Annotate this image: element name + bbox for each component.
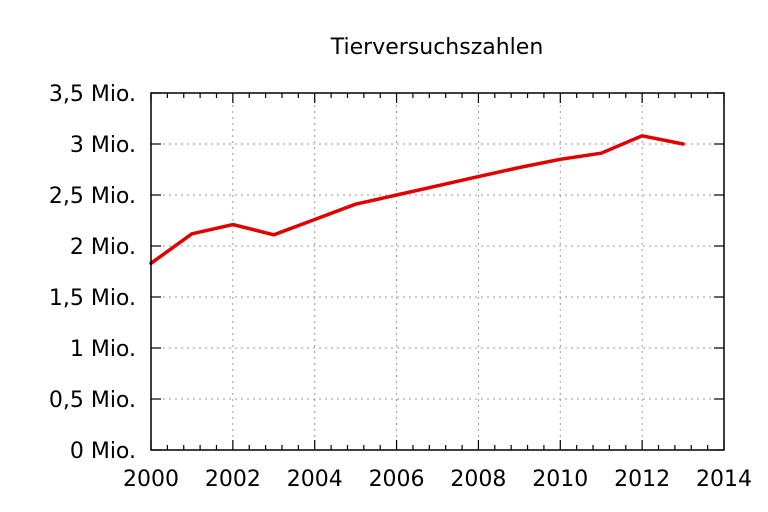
y-tick-label: 1 Mio. (70, 337, 136, 362)
series-line (149, 134, 685, 266)
y-tick-label: 0 Mio. (70, 439, 136, 464)
x-tick-label: 2008 (450, 467, 506, 492)
x-tick-label: 2006 (369, 467, 425, 492)
y-tick-label: 0,5 Mio. (49, 388, 136, 413)
y-tick-label: 3,5 Mio. (49, 82, 136, 107)
grid-layer (151, 93, 724, 450)
series-layer (149, 134, 685, 266)
x-tick-label: 2012 (614, 467, 670, 492)
x-tick-label: 2004 (287, 467, 343, 492)
y-tick-label: 2,5 Mio. (49, 184, 136, 209)
label-layer: 2000 2002 2004 2006 2008 2010 2012 2014 0 Mio. 0,… (49, 82, 752, 492)
x-tick-label: 2014 (696, 467, 752, 492)
x-tick-label: 2000 (123, 467, 179, 492)
x-tick-label: 2002 (205, 467, 261, 492)
y-tick-label: 2 Mio. (70, 235, 136, 260)
tick-layer (150, 92, 725, 451)
plot-frame (150, 92, 725, 451)
y-tick-label: 3 Mio. (70, 133, 136, 158)
chart-title: Tierversuchszahlen (330, 35, 544, 60)
y-tick-label: 1,5 Mio. (49, 286, 136, 311)
x-tick-label: 2010 (532, 467, 588, 492)
